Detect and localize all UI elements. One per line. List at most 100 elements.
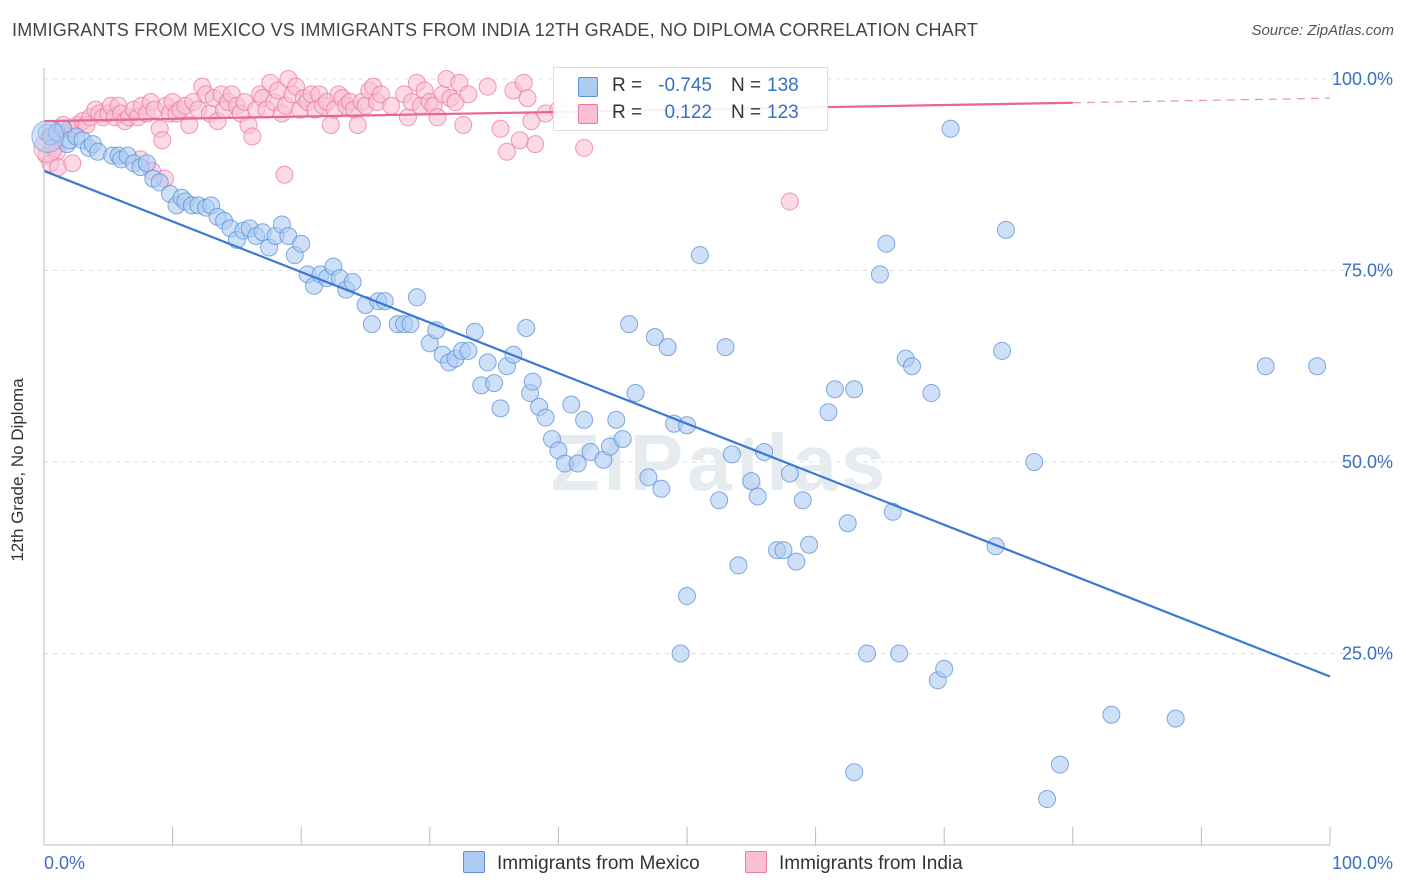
mexico-point [903, 357, 922, 376]
mexico-point [787, 552, 806, 571]
mexico-point [639, 468, 658, 487]
legend-n-value: 138 [767, 75, 799, 96]
india-point [275, 165, 294, 184]
india-point [180, 115, 199, 134]
india-point [497, 142, 516, 161]
india-point [518, 89, 537, 108]
mexico-point [877, 234, 896, 253]
mexico-point [1256, 357, 1275, 376]
india-point [63, 154, 82, 173]
india-point [491, 119, 510, 138]
mexico-point [748, 487, 767, 506]
india-point [348, 115, 367, 134]
mexico-point [819, 403, 838, 422]
mexico-point [890, 644, 909, 663]
legend-swatch-india [578, 104, 598, 124]
mexico-point [678, 587, 696, 606]
x-tick-label: 0.0% [44, 853, 85, 873]
mexico-point [1308, 357, 1327, 376]
mexico-point [459, 341, 478, 360]
bottom-legend-swatch-mexico [463, 851, 485, 873]
trend-line-mexico [43, 169, 1331, 678]
mexico-point [845, 763, 864, 782]
mexico-point [562, 395, 581, 414]
mexico-point [645, 328, 664, 347]
mexico-point [742, 472, 761, 491]
y-tick-label: 50.0% [1342, 452, 1393, 472]
mexico-point [620, 315, 639, 334]
x-tick-label: 100.0% [1332, 853, 1393, 873]
mexico-point [343, 272, 362, 291]
mexico-point [626, 384, 645, 403]
mexico-point [922, 384, 941, 403]
legend-row-india: R = 0.122 N = 123 [554, 100, 827, 126]
grid [44, 78, 1394, 654]
india-point [526, 135, 545, 154]
mexico-point [658, 338, 677, 357]
mexico-point [941, 119, 960, 138]
mexico-point [652, 479, 671, 498]
india-point [371, 85, 390, 104]
source-label: Source: ZipAtlas.com [1251, 22, 1394, 39]
mexico-point [1025, 453, 1044, 471]
mexico-point [292, 234, 311, 253]
bottom-legend-label-mexico: Immigrants from Mexico [497, 853, 700, 874]
mexico-point [690, 246, 709, 265]
legend-r-value: 0.122 [664, 102, 712, 123]
mexico-point [774, 541, 793, 560]
mexico-point [137, 154, 156, 173]
bottom-legend-swatch-india [745, 851, 767, 873]
bottom-legend-india: Immigrants from India [745, 851, 963, 875]
mexico-point [613, 430, 632, 449]
chart-title: IMMIGRANTS FROM MEXICO VS IMMIGRANTS FRO… [12, 20, 979, 40]
mexico-point [517, 318, 536, 337]
mexico-point [986, 537, 1005, 556]
y-tick-label: 75.0% [1342, 261, 1393, 281]
legend-swatch-mexico [578, 77, 598, 97]
mexico-point [1102, 705, 1121, 724]
mexico-point [568, 454, 587, 473]
y-tick-label: 25.0% [1342, 644, 1393, 664]
mexico-point [478, 353, 497, 372]
legend-r-label: R = [612, 102, 643, 123]
legend-r-value: -0.745 [658, 75, 712, 96]
india-point [321, 115, 340, 134]
india-point [510, 131, 529, 150]
mexico-point [858, 644, 877, 663]
india-point [454, 115, 473, 134]
trend-line-india-dashed [1072, 97, 1331, 104]
mexico-point [793, 491, 812, 510]
mexico-point [31, 119, 65, 153]
india-point [459, 85, 478, 104]
mexico-point [523, 372, 542, 391]
india-point [428, 108, 447, 127]
mexico-point [825, 380, 844, 399]
mexico-point [671, 644, 690, 663]
legend-r-label: R = [612, 75, 643, 96]
mexico-point [1050, 755, 1069, 774]
mexico-point [729, 556, 748, 575]
mexico-point [996, 220, 1015, 239]
india-point [153, 131, 172, 150]
mexico-point [407, 288, 426, 307]
mexico-point [883, 502, 902, 521]
mexico-point [1038, 790, 1057, 809]
mexico-point [870, 265, 889, 284]
mexico-point [716, 338, 735, 357]
axes: 100.0% 75.0% 50.0% 25.0% 0.0% 100.0% [43, 68, 1393, 873]
mexico-point [845, 380, 864, 399]
mexico-point [485, 374, 504, 393]
mexico-point [710, 491, 729, 510]
legend-n-value: 123 [767, 102, 799, 123]
mexico-point [800, 535, 819, 554]
india-point [575, 138, 594, 157]
mexico-point [935, 659, 954, 678]
y-tick-label: 100.0% [1332, 69, 1393, 89]
correlation-legend: R = -0.745 N = 138 R = 0.122 N = 123 [553, 67, 828, 131]
mexico-point [723, 445, 742, 464]
mexico-point [150, 173, 169, 192]
mexico-point [838, 514, 857, 533]
mexico-point [1166, 709, 1185, 728]
series-mexico-points [31, 119, 1327, 809]
